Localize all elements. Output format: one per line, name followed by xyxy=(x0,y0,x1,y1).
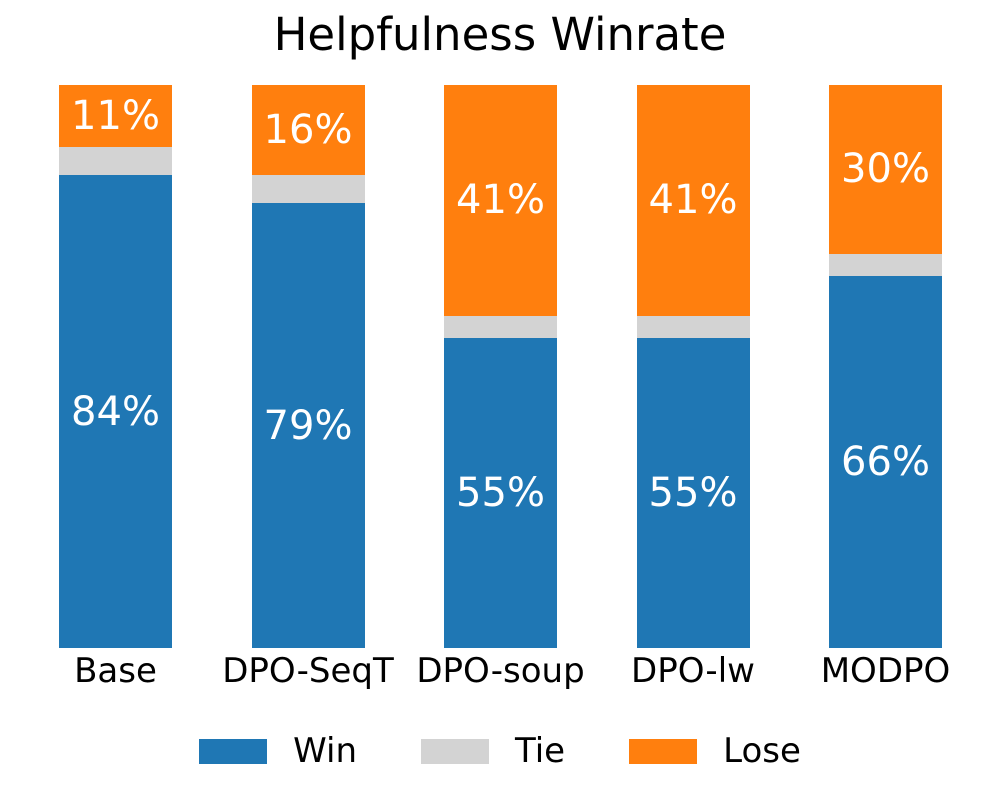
lose-value-label: 11% xyxy=(71,92,160,139)
category-label-base: Base xyxy=(74,651,157,691)
win-value-label: 55% xyxy=(456,470,545,517)
category-label-dpo-seqt: DPO-SeqT xyxy=(222,651,394,691)
win-value-label: 84% xyxy=(71,388,160,435)
legend-swatch-tie xyxy=(421,738,489,764)
lose-value-label: 16% xyxy=(263,107,353,154)
tie-segment xyxy=(829,253,942,277)
lose-segment: 30% xyxy=(829,85,942,254)
category-label-dpo-lw: DPO-lw xyxy=(631,651,755,691)
legend-label-lose: Lose xyxy=(723,731,801,771)
lose-value-label: 41% xyxy=(648,177,738,224)
tie-segment xyxy=(59,146,172,176)
tie-segment xyxy=(251,175,365,204)
lose-segment: 16% xyxy=(251,85,365,176)
lose-segment: 11% xyxy=(59,85,172,147)
bar-dpo-seqt: 16% 79% xyxy=(251,85,365,648)
bar-base: 11% 84% xyxy=(59,85,172,648)
win-value-label: 66% xyxy=(841,439,930,486)
bar-dpo-lw: 41% 55% xyxy=(636,85,750,648)
lose-value-label: 41% xyxy=(456,177,545,224)
legend-swatch-lose xyxy=(629,738,698,764)
category-label-modpo: MODPO xyxy=(820,651,951,691)
win-segment: 55% xyxy=(444,338,557,648)
bar-dpo-soup: 41% 55% xyxy=(444,85,557,648)
legend: Win Tie Lose xyxy=(0,726,1000,776)
legend-label-tie: Tie xyxy=(515,731,566,771)
win-segment: 79% xyxy=(251,203,365,648)
legend-item-win: Win xyxy=(199,734,357,768)
win-segment: 55% xyxy=(636,338,750,648)
tie-segment xyxy=(444,315,557,339)
legend-item-tie: Tie xyxy=(421,734,565,768)
win-segment: 66% xyxy=(829,276,942,648)
win-value-label: 55% xyxy=(648,470,738,517)
legend-swatch-win xyxy=(199,738,268,764)
win-segment: 84% xyxy=(59,175,172,648)
tie-segment xyxy=(636,315,750,339)
legend-item-lose: Lose xyxy=(629,734,801,768)
lose-segment: 41% xyxy=(444,85,557,316)
lose-segment: 41% xyxy=(636,85,750,316)
win-value-label: 79% xyxy=(263,402,353,449)
chart-title: Helpfulness Winrate xyxy=(273,8,727,61)
bar-modpo: 30% 66% xyxy=(829,85,942,648)
lose-value-label: 30% xyxy=(841,146,930,193)
category-label-dpo-soup: DPO-soup xyxy=(416,651,585,691)
legend-label-win: Win xyxy=(293,731,357,771)
